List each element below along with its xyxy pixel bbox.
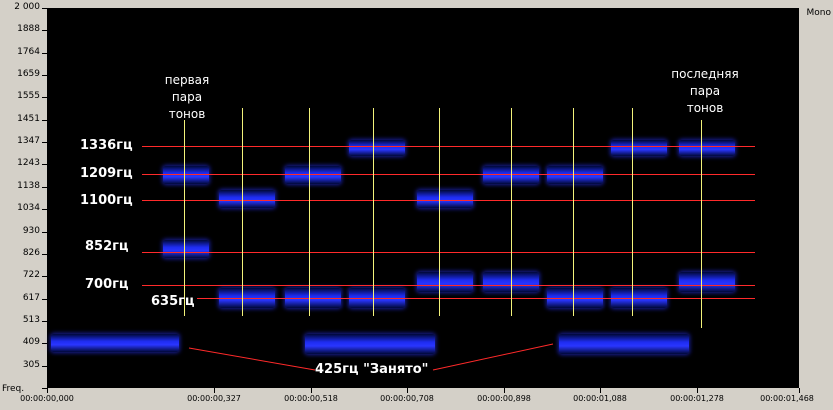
tone-energy-blob bbox=[611, 140, 667, 156]
x-tick-label: 00:00:00,518 bbox=[284, 394, 338, 403]
x-tick-label: 00:00:00,898 bbox=[477, 394, 531, 403]
y-tick-label: 1555 bbox=[17, 91, 40, 102]
y-tick bbox=[42, 142, 47, 144]
freq-label-1100: 1100гц bbox=[80, 193, 133, 208]
y-tick-label: 1451 bbox=[17, 113, 40, 124]
y-tick bbox=[42, 52, 47, 54]
y-tick-label: 930 bbox=[22, 225, 40, 236]
busy-tone-label: 425гц "Занято" bbox=[315, 362, 429, 377]
tone-pair-marker bbox=[511, 108, 512, 316]
y-tick bbox=[42, 30, 47, 32]
tone-energy-blob bbox=[285, 166, 341, 184]
x-tick bbox=[799, 388, 800, 393]
y-tick-label: 2 000 bbox=[14, 2, 40, 12]
tone-energy-blob bbox=[163, 166, 209, 184]
y-tick-label: 1764 bbox=[17, 46, 40, 57]
y-tick-label: 1659 bbox=[17, 69, 40, 80]
tone-energy-blob bbox=[417, 272, 473, 292]
frequency-line bbox=[142, 174, 755, 175]
y-tick-label: 1034 bbox=[17, 203, 40, 214]
channel-mode-label: Mono bbox=[806, 8, 831, 18]
y-tick bbox=[42, 276, 47, 278]
spectrogram-plot[interactable]: первая пара тонов последняя пара тонов 1336г… bbox=[47, 8, 799, 388]
y-tick bbox=[42, 8, 47, 9]
busy-tone-pointers bbox=[188, 343, 554, 371]
frequency-line bbox=[142, 252, 755, 253]
x-tick-label: 00:00:00,708 bbox=[380, 394, 434, 403]
x-tick bbox=[407, 388, 408, 393]
tone-energy-blob bbox=[679, 272, 735, 292]
tone-energy-blob bbox=[219, 190, 275, 208]
y-tick-label: 1243 bbox=[17, 158, 40, 169]
frequency-line bbox=[197, 298, 755, 299]
x-tick bbox=[47, 388, 48, 393]
tone-pair-marker bbox=[309, 108, 310, 316]
tone-energy-blob bbox=[349, 140, 405, 156]
x-tick bbox=[600, 388, 601, 393]
last-pair-label: последняя пара тонов bbox=[671, 67, 739, 115]
freq-label-700: 700гц bbox=[85, 277, 129, 292]
y-tick bbox=[42, 209, 47, 211]
x-tick-label: 00:00:00,327 bbox=[187, 394, 241, 403]
tone-pair-marker bbox=[242, 108, 243, 316]
y-tick bbox=[42, 320, 47, 322]
x-tick bbox=[214, 388, 215, 393]
tone-energy-blob bbox=[51, 334, 179, 352]
tone-energy-blob bbox=[163, 240, 209, 258]
y-tick-label: 1347 bbox=[17, 136, 40, 147]
frequency-line bbox=[142, 200, 755, 201]
y-tick bbox=[42, 298, 47, 300]
first-pair-label: первая пара тонов bbox=[164, 73, 210, 121]
y-tick bbox=[42, 365, 47, 367]
freq-label-635: 635гц bbox=[151, 294, 195, 309]
freq-label-852: 852гц bbox=[85, 239, 129, 254]
x-tick-label: 00:00:01,278 bbox=[670, 394, 724, 403]
y-tick bbox=[42, 343, 47, 345]
tone-pair-marker bbox=[373, 108, 374, 316]
y-tick-label: 305 bbox=[22, 359, 40, 370]
y-tick bbox=[42, 388, 47, 389]
tone-energy-blob bbox=[417, 190, 473, 208]
y-tick-label: 1138 bbox=[17, 180, 40, 191]
y-tick bbox=[42, 97, 47, 99]
freq-label-1336: 1336гц bbox=[80, 138, 133, 153]
y-tick bbox=[42, 119, 47, 121]
x-tick bbox=[504, 388, 505, 393]
tone-pair-marker bbox=[701, 120, 702, 328]
x-tick bbox=[697, 388, 698, 393]
frequency-line bbox=[142, 146, 755, 147]
y-tick-label: 617 bbox=[22, 292, 40, 303]
y-tick bbox=[42, 186, 47, 188]
y-tick bbox=[42, 164, 47, 166]
y-tick bbox=[42, 75, 47, 77]
y-tick-label: 826 bbox=[22, 247, 40, 258]
x-tick-label: 00:00:01,088 bbox=[573, 394, 627, 403]
freq-axis-label: Freq. bbox=[2, 384, 25, 394]
x-tick bbox=[311, 388, 312, 393]
x-tick-label: 00:00:00,000 bbox=[20, 394, 74, 403]
tone-energy-blob bbox=[559, 334, 689, 354]
y-tick-label: 722 bbox=[22, 270, 40, 281]
y-tick-label: 409 bbox=[22, 337, 40, 348]
y-tick bbox=[42, 253, 47, 255]
y-tick-label: 1888 bbox=[17, 24, 40, 35]
tone-energy-blob bbox=[305, 334, 435, 354]
tone-pair-marker bbox=[573, 108, 574, 316]
y-tick bbox=[42, 231, 47, 233]
x-tick-label: 00:00:01,468 bbox=[760, 394, 814, 403]
tone-energy-blob bbox=[547, 166, 603, 184]
tone-pair-marker bbox=[632, 108, 633, 316]
frequency-line bbox=[142, 285, 755, 286]
tone-energy-blob bbox=[679, 140, 735, 156]
y-tick-label: 513 bbox=[22, 314, 40, 325]
tone-pair-marker bbox=[184, 120, 185, 316]
freq-label-1209: 1209гц bbox=[80, 166, 133, 181]
tone-pair-marker bbox=[439, 108, 440, 316]
